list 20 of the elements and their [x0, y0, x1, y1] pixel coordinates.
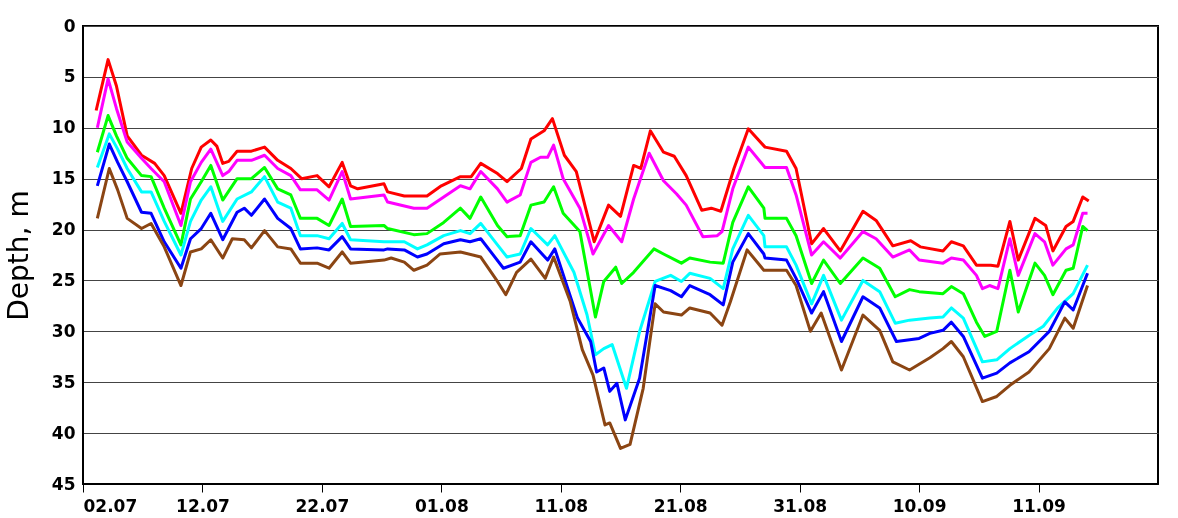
x-tick-label: 11.08	[534, 495, 589, 516]
x-tick-label: 01.08	[414, 495, 469, 516]
x-tick-label: 21.08	[653, 495, 708, 516]
y-tick-label: 20	[51, 219, 76, 240]
y-axis-title: Depth, m	[1, 190, 35, 321]
x-tick-label: 12.07	[176, 495, 230, 516]
x-tick-label: 22.07	[295, 495, 350, 516]
y-tick-label: 15	[51, 168, 76, 189]
x-tick-label: 10.09	[892, 495, 947, 516]
y-tick-label: 35	[51, 371, 76, 392]
y-tick-label: 30	[51, 320, 76, 341]
x-tick-label: 31.08	[773, 495, 828, 516]
y-tick-label: 25	[51, 269, 76, 290]
x-tick-label: 02.07	[83, 495, 138, 516]
y-tick-label: 45	[51, 473, 76, 494]
y-tick-label: 10	[51, 117, 76, 138]
y-tick-label: 40	[51, 422, 76, 443]
y-tick-label: 5	[63, 66, 76, 87]
y-tick-label: 0	[63, 15, 76, 36]
x-tick-label: 11.09	[1012, 495, 1066, 516]
